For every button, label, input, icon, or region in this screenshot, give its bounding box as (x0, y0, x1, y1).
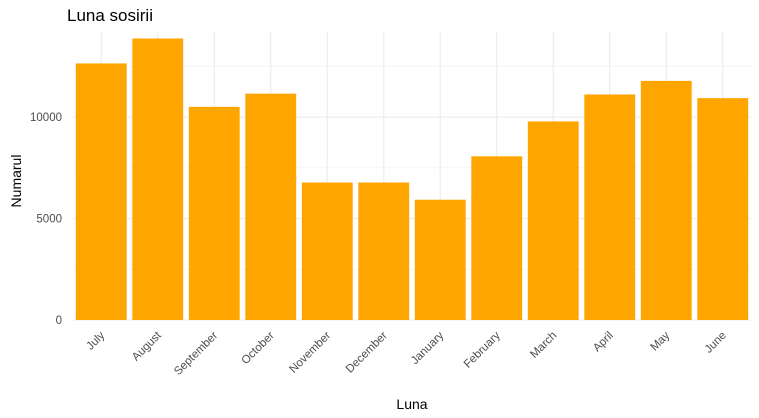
x-tick-label: February (462, 329, 503, 370)
bar-july (75, 63, 127, 321)
bar-april (584, 94, 636, 320)
bar-june (697, 98, 749, 320)
x-tick-label: November (287, 330, 333, 376)
bar-november (301, 182, 353, 320)
bar-september (188, 106, 240, 320)
y-tick-label: 5000 (36, 214, 62, 226)
x-tick-label: September (172, 330, 220, 378)
y-axis-title: Numarul (8, 155, 24, 208)
x-axis-title: Luna (396, 396, 427, 412)
y-tick-labels: 0 5000 10000 (30, 112, 62, 327)
bar-may (640, 80, 692, 320)
bars (75, 38, 749, 321)
x-tick-labels: July August September October November Decemb… (84, 329, 728, 378)
y-tick-label: 10000 (30, 112, 62, 124)
bar-october (245, 93, 297, 320)
x-tick-label: January (409, 329, 447, 367)
x-tick-label: March (528, 330, 559, 361)
x-tick-label: April (591, 330, 616, 355)
x-tick-label: July (84, 329, 107, 352)
bar-march (527, 121, 579, 320)
x-tick-label: December (344, 330, 390, 376)
bar-january (414, 199, 466, 320)
x-tick-label: August (130, 329, 164, 363)
x-tick-label: June (703, 330, 729, 356)
y-tick-label: 0 (56, 315, 62, 327)
bar-august (132, 38, 184, 320)
bar-february (471, 156, 523, 320)
bar-december (358, 182, 410, 320)
chart-title: Luna sosirii (67, 6, 153, 25)
x-tick-label: October (239, 330, 277, 368)
x-tick-label: May (649, 329, 673, 353)
